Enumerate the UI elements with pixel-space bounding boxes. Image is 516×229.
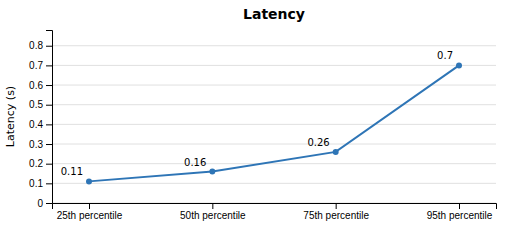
marker	[86, 178, 92, 184]
y-tick-label: 0.8	[29, 40, 43, 51]
y-tick: 0.7	[29, 60, 52, 71]
marker	[333, 149, 339, 155]
y-tick-label: 0	[37, 198, 43, 209]
data-label: 0.11	[61, 166, 83, 177]
y-tick: 0.6	[29, 80, 52, 91]
x-tick-label: 95th percentile	[427, 210, 493, 221]
plot: 0 0.1 0.2 0.3 0.4 0.5 0.6 0.7 0.8 25th percentile…	[29, 31, 496, 222]
y-tick: 0.2	[29, 158, 52, 169]
y-tick: 0	[37, 198, 52, 209]
y-tick: 0.5	[29, 99, 52, 110]
y-tick-mark	[46, 85, 52, 86]
data-label: 0.26	[307, 137, 329, 148]
data-label: 0.16	[184, 157, 206, 168]
y-axis-line	[46, 31, 53, 204]
y-tick: 0.4	[29, 119, 52, 130]
x-tick-mark	[336, 203, 337, 209]
chart: 0 0.1 0.2 0.3 0.4 0.5 0.6 0.7 0.8 25th percentile…	[0, 0, 516, 229]
line	[89, 65, 459, 181]
x-tick-mark	[459, 203, 460, 209]
y-tick-mark	[46, 65, 52, 66]
y-tick-mark	[46, 183, 52, 184]
x-tick-mark	[212, 203, 213, 209]
x-axis-line	[53, 204, 497, 210]
grid-line	[52, 65, 496, 66]
x-tick: 50th percentile	[180, 203, 246, 221]
y-tick: 0.1	[29, 178, 52, 189]
data-label: 0.7	[437, 50, 453, 61]
x-tick-label: 75th percentile	[303, 210, 369, 221]
x-tick-label: 50th percentile	[180, 210, 246, 221]
y-tick-label: 0.4	[29, 119, 43, 130]
y-tick-label: 0.5	[29, 99, 43, 110]
y-tick: 0.3	[29, 139, 52, 150]
x-tick: 95th percentile	[427, 203, 493, 221]
y-tick-mark	[46, 144, 52, 145]
x-tick: 25th percentile	[57, 203, 123, 221]
y-tick-mark	[46, 124, 52, 125]
y-axis: 0 0.1 0.2 0.3 0.4 0.5 0.6 0.7 0.8	[29, 31, 52, 209]
grid-line	[52, 144, 496, 145]
title: Latency	[243, 6, 305, 22]
y-tick-label: 0.7	[29, 60, 43, 71]
grid-line	[52, 104, 496, 105]
y-tick-mark	[46, 164, 52, 165]
grid-line	[52, 45, 496, 46]
y-tick-label: 0.6	[29, 80, 43, 91]
y-tick-label: 0.2	[29, 158, 43, 169]
y-tick: 0.8	[29, 40, 52, 51]
x-tick: 75th percentile	[303, 203, 369, 221]
marks	[86, 62, 462, 184]
x-axis: 25th percentile 50th percentile 75th perce…	[53, 203, 497, 221]
grid-line	[52, 163, 496, 164]
data-labels: 0.11 0.16 0.26 0.7	[61, 50, 453, 177]
grid	[52, 46, 496, 203]
y-axis-title: Latency (s)	[4, 86, 17, 147]
y-tick-mark	[46, 203, 52, 204]
marker	[456, 62, 462, 68]
marker	[209, 169, 215, 175]
x-tick-mark	[89, 203, 90, 209]
y-tick-label: 0.1	[29, 178, 43, 189]
y-tick-mark	[46, 105, 52, 106]
y-tick-mark	[46, 46, 52, 47]
y-tick-label: 0.3	[29, 139, 43, 150]
grid-line	[52, 183, 496, 184]
x-tick-label: 25th percentile	[57, 210, 123, 221]
grid-line	[52, 124, 496, 125]
